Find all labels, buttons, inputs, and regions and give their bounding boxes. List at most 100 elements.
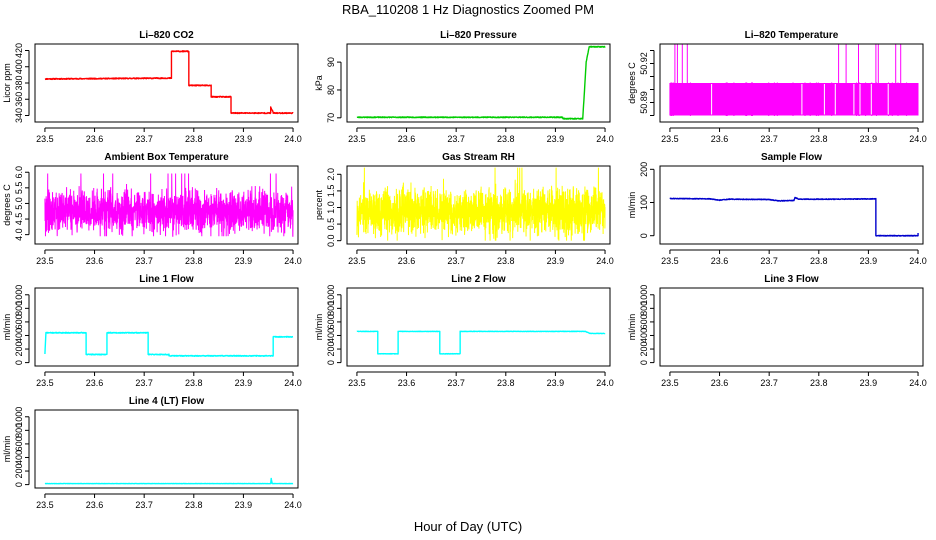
- x-tick-label: 23.6: [86, 256, 104, 266]
- panel-2: Li–820 Pressure 23.5 23.6 23.7 23.8 23.9 24.0 7…: [314, 30, 614, 144]
- figure-xlabel: Hour of Day (UTC): [414, 519, 522, 534]
- y-tick-label: 600: [639, 314, 649, 329]
- x-tick-label: 23.6: [86, 500, 104, 510]
- y-tick-label: 400: [639, 328, 649, 343]
- y-tick-label: 50.89: [639, 91, 649, 114]
- x-tick-label: 23.9: [547, 378, 565, 388]
- x-tick-label: 24.0: [284, 134, 302, 144]
- y-tick-label: 80: [326, 85, 336, 95]
- y-tick-label: 200: [326, 342, 336, 357]
- series-line: [356, 330, 606, 355]
- series-line: [44, 173, 294, 237]
- plot-frame: [34, 165, 299, 245]
- y-tick-label: 2.0: [326, 168, 336, 181]
- y-tick-label: 800: [14, 423, 24, 438]
- y-tick-label: 1.5: [326, 185, 336, 198]
- x-tick-label: 23.8: [185, 134, 203, 144]
- x-tick-label: 23.8: [185, 500, 203, 510]
- y-tick-label: 340: [14, 108, 24, 123]
- plot-frame: [34, 43, 299, 123]
- x-tick-label: 23.6: [711, 134, 729, 144]
- panel-title: Line 1 Flow: [139, 274, 194, 285]
- y-axis-label: ml/min: [2, 314, 12, 341]
- x-tick-label: 23.7: [135, 378, 153, 388]
- y-tick-label: 400: [14, 450, 24, 465]
- panel-10: Line 4 (LT) Flow 23.5 23.6 23.7 23.8 23.9 24.0…: [2, 396, 302, 510]
- y-tick-label: 200: [14, 464, 24, 479]
- y-tick-label: 70: [326, 113, 336, 123]
- y-tick-label: 400: [326, 328, 336, 343]
- panel-3: Li–820 Temperature 23.5 23.6 23.7 23.8 23.9 24…: [627, 30, 927, 144]
- x-tick-label: 23.7: [135, 134, 153, 144]
- panel-5: Gas Stream RH 23.5 23.6 23.7 23.8 23.9 24.0 0.0…: [314, 152, 614, 266]
- x-tick-label: 23.9: [547, 134, 565, 144]
- x-tick-label: 24.0: [909, 256, 927, 266]
- y-axis-label: percent: [314, 189, 324, 220]
- panel-1: Li–820 CO2 23.5 23.6 23.7 23.8 23.9 24.0 340360…: [2, 30, 302, 144]
- y-tick-label: 100: [639, 195, 649, 210]
- y-axis-label: ml/min: [2, 436, 12, 463]
- y-tick-label: 0: [14, 360, 24, 365]
- x-tick-label: 23.7: [135, 500, 153, 510]
- y-tick-label: 5.5: [14, 182, 24, 195]
- series-line: [44, 477, 294, 485]
- x-tick-label: 23.6: [86, 134, 104, 144]
- panel-title: Line 2 Flow: [451, 274, 506, 285]
- x-tick-label: 23.5: [36, 500, 54, 510]
- y-axis-label: kPa: [314, 75, 324, 91]
- y-tick-label: 1.0: [326, 201, 336, 214]
- y-tick-label: 600: [326, 314, 336, 329]
- y-tick-label: 0: [639, 233, 649, 238]
- x-tick-label: 23.7: [447, 134, 465, 144]
- x-tick-label: 23.9: [235, 256, 253, 266]
- x-tick-label: 23.9: [860, 256, 878, 266]
- y-tick-label: 1000: [326, 285, 336, 305]
- y-tick-label: 380: [14, 75, 24, 90]
- panel-title: Li–820 Pressure: [440, 30, 517, 41]
- x-tick-label: 23.5: [36, 378, 54, 388]
- x-tick-label: 23.7: [447, 256, 465, 266]
- x-tick-label: 24.0: [596, 134, 614, 144]
- y-tick-label: 200: [14, 342, 24, 357]
- plot-frame: [659, 287, 924, 367]
- y-tick-label: 0: [14, 482, 24, 487]
- y-tick-label: 420: [14, 43, 24, 58]
- panel-title: Gas Stream RH: [442, 152, 515, 163]
- series-line: [44, 50, 294, 115]
- panel-title: Line 4 (LT) Flow: [129, 396, 205, 407]
- x-tick-label: 23.5: [661, 256, 679, 266]
- series-line: [669, 196, 919, 237]
- x-tick-label: 23.8: [810, 256, 828, 266]
- x-tick-label: 24.0: [284, 500, 302, 510]
- y-tick-label: 200: [639, 162, 649, 177]
- y-tick-label: 0.0: [326, 234, 336, 247]
- x-tick-label: 23.8: [497, 256, 515, 266]
- y-tick-label: 1000: [639, 285, 649, 305]
- x-tick-label: 23.9: [860, 134, 878, 144]
- x-tick-label: 23.7: [760, 378, 778, 388]
- y-axis-label: degrees C: [2, 184, 12, 226]
- y-tick-label: 5.0: [14, 197, 24, 210]
- panel-title: Line 3 Flow: [764, 274, 819, 285]
- x-tick-label: 24.0: [596, 378, 614, 388]
- x-tick-label: 23.9: [235, 378, 253, 388]
- x-tick-label: 23.5: [36, 256, 54, 266]
- x-tick-label: 23.7: [135, 256, 153, 266]
- x-tick-label: 24.0: [284, 256, 302, 266]
- x-tick-label: 23.6: [711, 378, 729, 388]
- x-tick-label: 24.0: [909, 378, 927, 388]
- x-tick-label: 23.5: [348, 378, 366, 388]
- y-tick-label: 200: [639, 342, 649, 357]
- panels: Li–820 CO2 23.5 23.6 23.7 23.8 23.9 24.0 340360…: [2, 30, 927, 510]
- plot-frame: [346, 43, 611, 123]
- y-tick-label: 800: [326, 301, 336, 316]
- series-line: [356, 45, 606, 120]
- x-tick-label: 23.6: [398, 134, 416, 144]
- y-axis-label: Licor ppm: [2, 63, 12, 103]
- y-tick-label: 6.0: [14, 166, 24, 179]
- y-tick-label: 800: [639, 301, 649, 316]
- plot-frame: [34, 409, 299, 489]
- y-tick-label: 400: [14, 59, 24, 74]
- y-tick-label: 600: [14, 436, 24, 451]
- x-tick-label: 23.6: [711, 256, 729, 266]
